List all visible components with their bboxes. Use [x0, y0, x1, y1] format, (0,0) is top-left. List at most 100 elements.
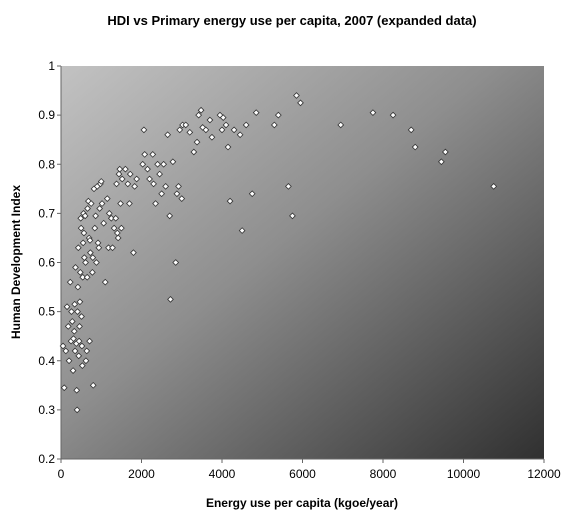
data-point — [82, 259, 89, 266]
data-point — [79, 273, 87, 281]
data-point — [242, 121, 250, 129]
data-point — [82, 357, 90, 365]
data-point — [190, 148, 198, 156]
data-point — [75, 337, 83, 345]
data-point — [197, 106, 205, 114]
data-point — [141, 151, 149, 158]
data-point — [63, 303, 71, 311]
data-point — [110, 224, 118, 232]
data-point — [71, 300, 79, 308]
data-point — [202, 126, 210, 134]
data-point — [76, 298, 84, 306]
x-tick-label: 2000 — [128, 467, 155, 481]
data-point — [112, 214, 120, 222]
data-point — [222, 121, 230, 129]
data-point — [86, 337, 93, 345]
data-point — [101, 278, 109, 286]
data-point — [164, 131, 172, 139]
data-point — [115, 170, 123, 178]
data-point — [193, 138, 201, 146]
y-tick-label: 0.2 — [38, 452, 55, 466]
data-point — [146, 175, 153, 183]
data-point — [169, 158, 177, 166]
data-point — [178, 195, 186, 203]
data-point — [162, 182, 170, 190]
data-point — [72, 264, 79, 271]
data-point — [70, 327, 78, 335]
data-point — [274, 111, 282, 119]
data-point — [66, 278, 74, 286]
data-point — [238, 227, 246, 234]
data-point — [389, 111, 397, 119]
x-tick-label: 4000 — [209, 467, 236, 481]
data-point — [78, 313, 85, 320]
data-point — [93, 259, 100, 266]
data-point — [176, 126, 184, 134]
data-point — [65, 357, 73, 365]
y-tick-label: 0.3 — [38, 403, 55, 417]
x-tick-label: 0 — [58, 467, 65, 481]
data-point — [74, 283, 82, 291]
data-point — [105, 210, 113, 217]
data-point — [69, 367, 77, 374]
data-point — [89, 268, 96, 276]
data-point — [166, 212, 174, 220]
data-point — [226, 197, 234, 205]
data-point — [158, 190, 165, 198]
y-tick-label: 0.7 — [38, 206, 55, 220]
data-point — [92, 212, 99, 220]
data-point — [114, 234, 122, 242]
data-point — [74, 308, 81, 315]
data-point — [270, 121, 278, 129]
data-point — [206, 116, 214, 124]
data-point — [126, 170, 134, 178]
data-point — [139, 160, 147, 168]
data-point — [208, 133, 216, 141]
data-point — [118, 175, 126, 183]
data-point — [103, 195, 111, 203]
y-tick-label: 0.4 — [38, 354, 55, 368]
data-point — [68, 308, 75, 315]
y-axis-title: Human Development Index — [9, 185, 23, 339]
data-point — [173, 190, 181, 198]
x-axis-ticks: 0 2000 4000 6000 8000 10000 12000 — [58, 459, 561, 481]
data-point — [236, 131, 244, 139]
data-point — [195, 111, 203, 119]
data-point — [64, 322, 72, 330]
data-point — [289, 212, 296, 220]
x-tick-label: 10000 — [447, 467, 481, 481]
data-point — [175, 182, 182, 190]
chart-title: HDI vs Primary energy use per capita, 20… — [107, 13, 476, 28]
data-point — [107, 214, 115, 222]
y-tick-label: 0.9 — [38, 108, 55, 122]
data-point — [83, 347, 91, 355]
data-point — [122, 165, 129, 173]
data-point — [79, 239, 87, 247]
data-point — [442, 148, 449, 156]
data-point — [156, 170, 163, 178]
x-tick-label: 8000 — [370, 467, 397, 481]
x-tick-label: 6000 — [289, 467, 316, 481]
data-point — [133, 175, 141, 183]
data-point — [297, 99, 304, 107]
data-point — [285, 182, 292, 190]
data-point — [248, 190, 256, 198]
data-point — [109, 244, 116, 252]
data-point — [68, 318, 76, 325]
x-axis-title: Energy use per capita (kgoe/year) — [206, 496, 398, 510]
data-point — [230, 126, 238, 134]
data-point — [59, 342, 67, 350]
data-point — [89, 381, 97, 389]
data-point — [76, 322, 83, 330]
data-point — [252, 109, 260, 117]
data-point — [73, 406, 81, 414]
data-point — [78, 342, 86, 350]
data-point — [152, 200, 159, 207]
data-point — [83, 273, 91, 281]
data-point — [77, 214, 85, 222]
data-point — [186, 128, 194, 136]
data-point — [126, 200, 133, 207]
data-point — [160, 160, 168, 168]
data-point — [167, 295, 174, 303]
